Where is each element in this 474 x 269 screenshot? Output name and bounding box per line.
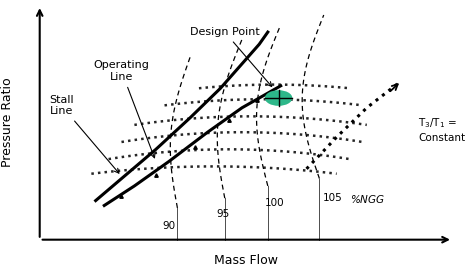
Text: 105: 105: [322, 193, 342, 203]
Text: 90: 90: [162, 221, 175, 231]
Text: Mass Flow: Mass Flow: [214, 254, 278, 267]
Text: Pressure Ratio: Pressure Ratio: [1, 78, 14, 167]
Circle shape: [265, 90, 292, 106]
Text: 95: 95: [216, 209, 229, 219]
Text: T$_3$/T$_1$ =
Constant: T$_3$/T$_1$ = Constant: [419, 117, 465, 143]
Text: 100: 100: [264, 198, 284, 208]
Text: Stall
Line: Stall Line: [49, 95, 119, 173]
Text: Design Point: Design Point: [190, 27, 272, 86]
Text: %$NGG$: %$NGG$: [349, 193, 385, 205]
Text: Operating
Line: Operating Line: [93, 60, 155, 158]
